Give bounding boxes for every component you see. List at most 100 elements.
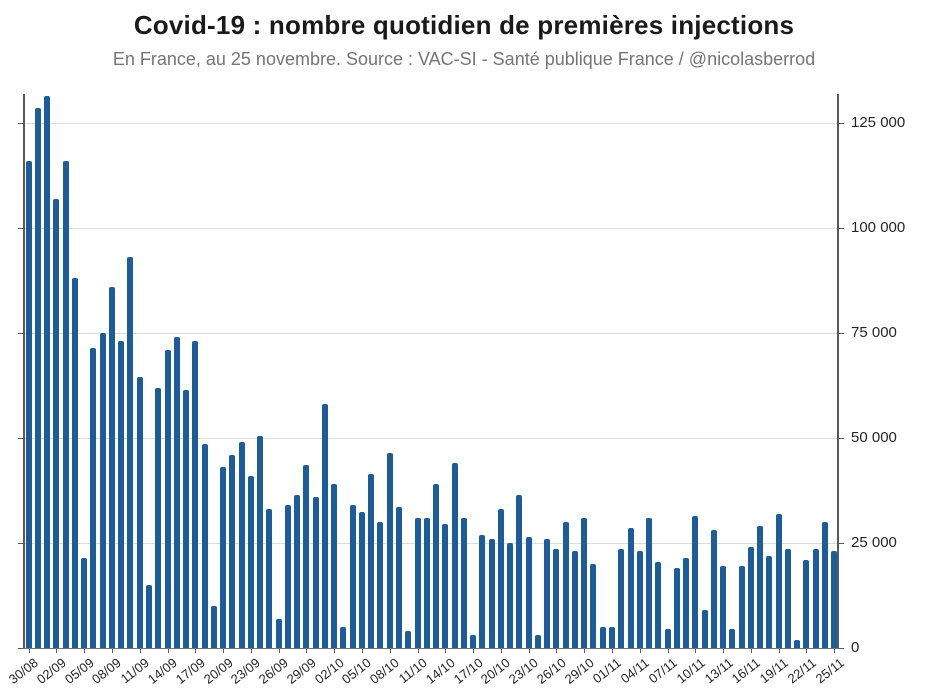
x-tick: [167, 649, 169, 653]
y-gridline: [25, 123, 837, 124]
chart-bar: [516, 494, 523, 648]
chart-bar: [275, 618, 282, 648]
x-axis-tick-label: 23/09: [228, 655, 264, 687]
chart-bar: [331, 484, 338, 648]
chart-bar: [794, 639, 801, 648]
chart-bar: [53, 198, 60, 648]
chart-bar: [266, 509, 273, 648]
chart-bar: [368, 473, 375, 648]
y-axis-tick-label: 125 000: [851, 114, 906, 131]
chart-bar: [396, 507, 402, 648]
chart-bar: [71, 278, 78, 648]
y-tick-right: [839, 333, 844, 334]
x-axis-tick-label: 07/11: [645, 655, 680, 687]
y-gridline: [25, 333, 837, 334]
x-axis-tick-label: 08/10: [367, 655, 402, 687]
chart-bar: [488, 538, 495, 648]
x-axis-tick-label: 14/10: [422, 655, 458, 687]
chart-bar: [321, 404, 328, 648]
x-axis-tick-label: 02/10: [311, 655, 347, 687]
y-tick-right: [839, 543, 844, 544]
chart-bar: [340, 627, 347, 648]
chart-bar: [775, 513, 782, 648]
chart-bar: [210, 606, 217, 648]
chart-bar: [433, 484, 440, 648]
x-tick: [528, 649, 530, 653]
x-tick: [250, 649, 252, 653]
x-tick: [195, 649, 197, 653]
x-tick: [361, 649, 363, 653]
x-axis-tick-label: 14/09: [144, 655, 180, 687]
chart-bar: [821, 522, 828, 648]
x-axis-tick-label: 20/10: [478, 655, 514, 687]
chart-bar: [562, 522, 569, 648]
chart-bar: [618, 549, 625, 648]
chart-bar: [571, 551, 578, 648]
chart-bar: [757, 526, 764, 648]
chart-bar: [183, 389, 190, 648]
chart-bar: [673, 568, 680, 648]
chart-bar: [507, 543, 514, 648]
chart-bar: [127, 257, 134, 648]
x-tick: [834, 649, 836, 653]
chart-bar: [155, 387, 162, 648]
chart-bar: [423, 517, 430, 648]
chart-bar: [553, 549, 560, 648]
chart-bar: [655, 561, 662, 648]
chart-bar: [81, 557, 88, 648]
x-tick: [84, 649, 86, 653]
chart-bar: [294, 494, 301, 648]
x-axis-tick-label: 17/09: [172, 655, 208, 687]
x-axis-line: [23, 648, 839, 649]
chart-bar: [62, 160, 69, 648]
chart-bar: [312, 496, 319, 648]
chart-bar: [349, 505, 356, 648]
x-tick: [806, 649, 808, 653]
x-tick: [445, 649, 447, 653]
chart-bar: [25, 160, 32, 648]
chart-bar: [766, 555, 773, 648]
y-tick-left: [18, 543, 23, 544]
y-tick-left: [18, 228, 23, 229]
chart-bar: [201, 444, 208, 648]
y-tick-right: [839, 438, 844, 439]
x-axis-tick-label: 10/11: [673, 655, 708, 687]
y-tick-left: [18, 438, 23, 439]
chart-bar: [118, 341, 125, 648]
y-tick-left: [18, 648, 23, 649]
chart-bar: [90, 347, 97, 648]
chart-bar: [358, 511, 365, 648]
y-tick-right: [839, 648, 844, 649]
y-tick-right: [839, 123, 844, 124]
chart-bar: [145, 585, 152, 648]
chart-bar: [303, 465, 310, 648]
chart-bar: [729, 629, 736, 648]
chart-bar: [497, 509, 504, 648]
y-tick-right: [839, 228, 844, 229]
chart-bar: [164, 349, 171, 648]
x-tick: [473, 649, 475, 653]
y-gridline: [25, 228, 837, 229]
chart-bar: [44, 95, 51, 648]
chart-bar: [812, 549, 819, 648]
chart-bar: [544, 538, 551, 648]
x-axis-tick-label: 29/10: [561, 655, 597, 687]
chart-bar: [386, 452, 393, 648]
x-tick: [139, 649, 141, 653]
x-axis-tick-label: 26/10: [533, 655, 569, 687]
x-axis-tick-label: 30/08: [5, 655, 41, 687]
x-axis-tick-label: 20/09: [200, 655, 236, 687]
chart-bar: [701, 610, 708, 648]
chart-bar: [442, 524, 449, 648]
x-tick: [417, 649, 419, 653]
y-gridline: [25, 438, 837, 439]
chart-bar: [405, 631, 412, 648]
x-tick: [584, 649, 586, 653]
x-axis-tick-label: 08/09: [89, 655, 125, 687]
x-axis-tick-label: 25/11: [812, 655, 847, 687]
chart-bar: [414, 517, 421, 648]
x-tick: [750, 649, 752, 653]
chart-bar: [747, 547, 754, 648]
chart-bar: [192, 341, 199, 648]
